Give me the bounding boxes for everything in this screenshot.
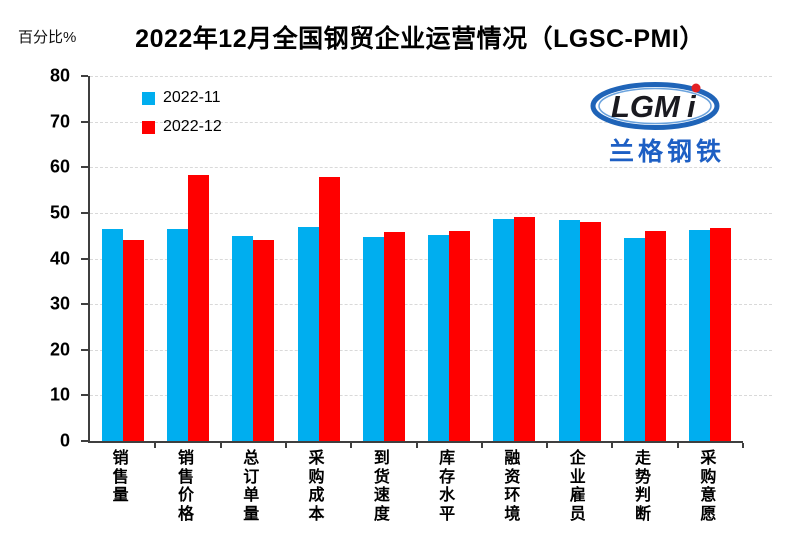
gridline-80 bbox=[90, 76, 772, 77]
logo-subtext: 兰格钢铁 bbox=[608, 138, 725, 166]
category-label-1: 销 售 量 bbox=[112, 450, 129, 505]
legend-swatch-icon bbox=[142, 120, 155, 134]
category-label-9: 走 势 判 断 bbox=[635, 450, 652, 524]
bar-2022-12-走势判断 bbox=[645, 230, 667, 441]
category-label-6: 库 存 水 平 bbox=[439, 450, 456, 524]
logo-text-i: i bbox=[687, 89, 697, 124]
y-tick-label-0: 0 bbox=[59, 430, 70, 451]
y-axis-tick bbox=[81, 394, 88, 397]
bar-group-10 bbox=[678, 76, 743, 441]
category-label-3: 总 订 单 量 bbox=[243, 450, 260, 524]
y-tick-label-80: 80 bbox=[49, 65, 70, 86]
y-tick-label-60: 60 bbox=[49, 156, 70, 177]
legend-label: 2022-11 bbox=[163, 89, 221, 106]
x-axis-tick bbox=[350, 443, 353, 448]
x-axis-tick bbox=[154, 443, 157, 448]
y-axis-tick-labels: 0 10 20 30 40 50 60 70 80 bbox=[0, 66, 70, 451]
bar-group-8 bbox=[547, 76, 612, 441]
y-axis-unit-label: 百分比% bbox=[18, 29, 77, 46]
category-label-7: 融 资 环 境 bbox=[504, 450, 521, 524]
y-tick-label-50: 50 bbox=[49, 202, 70, 223]
bar-group-4 bbox=[286, 76, 351, 441]
bar-2022-11-走势判断 bbox=[624, 237, 646, 441]
bar-2022-12-融资环境 bbox=[514, 217, 536, 441]
bar-2022-11-融资环境 bbox=[493, 219, 515, 441]
legend: 2022-11 2022-12 bbox=[142, 90, 222, 135]
y-tick-label-20: 20 bbox=[49, 339, 70, 360]
gridline-60 bbox=[90, 167, 772, 169]
lgmi-logo-graphic: LGM i bbox=[590, 82, 720, 130]
category-labels: 销 售 量销 售 价 格总 订 单 量采 购 成 本到 货 速 度库 存 水 平… bbox=[88, 450, 741, 525]
bar-2022-11-库存水平 bbox=[428, 234, 450, 441]
bar-2022-12-到货速度 bbox=[383, 231, 405, 441]
x-axis-tick bbox=[546, 443, 549, 448]
category-label-5: 到 货 速 度 bbox=[373, 450, 390, 524]
bar-group-5 bbox=[351, 76, 416, 441]
y-axis-tick bbox=[81, 348, 88, 351]
category-label-4: 采 购 成 本 bbox=[308, 450, 325, 524]
x-axis-tick bbox=[676, 443, 679, 448]
gridline-70 bbox=[90, 121, 772, 123]
bar-2022-11-企业雇员 bbox=[558, 220, 580, 441]
bar-group-7 bbox=[482, 76, 547, 441]
gridline-50 bbox=[90, 212, 772, 214]
y-axis-tick bbox=[81, 75, 88, 77]
bar-2022-12-采购意愿 bbox=[710, 228, 732, 441]
y-axis-tick bbox=[81, 166, 88, 169]
x-axis-tick bbox=[284, 443, 287, 448]
y-axis-tick bbox=[81, 303, 88, 306]
logo-ellipse bbox=[590, 82, 720, 130]
chart-title: 2022年12月全国钢贸企业运营情况（LGSC-PMI） bbox=[135, 25, 705, 53]
legend-item-2022-12: 2022-12 bbox=[142, 119, 222, 135]
legend-item-2022-11: 2022-11 bbox=[142, 90, 222, 106]
y-tick-label-30: 30 bbox=[49, 293, 70, 314]
y-axis-tick bbox=[81, 120, 88, 123]
bar-2022-12-销售量 bbox=[122, 239, 144, 441]
bar-group-2 bbox=[155, 76, 220, 441]
bar-2022-11-采购成本 bbox=[297, 227, 319, 441]
y-tick-label-70: 70 bbox=[49, 111, 70, 132]
bar-group-6 bbox=[416, 76, 481, 441]
bar-group-9 bbox=[612, 76, 677, 441]
y-tick-label-40: 40 bbox=[49, 248, 70, 268]
x-axis-tick bbox=[219, 443, 222, 448]
x-axis-tick bbox=[742, 443, 744, 448]
bar-2022-11-总订单量 bbox=[232, 235, 254, 441]
bar-group-3 bbox=[221, 76, 286, 441]
bar-2022-12-总订单量 bbox=[253, 240, 275, 441]
bar-2022-12-库存水平 bbox=[449, 231, 471, 441]
logo-ellipse-inner bbox=[598, 87, 712, 125]
bar-2022-12-采购成本 bbox=[318, 177, 340, 441]
category-label-2: 销 售 价 格 bbox=[177, 450, 194, 524]
bar-2022-12-销售价格 bbox=[187, 175, 209, 441]
legend-label: 2022-12 bbox=[163, 118, 222, 135]
x-axis-tick bbox=[480, 443, 483, 448]
x-axis-tick bbox=[611, 443, 614, 448]
bar-2022-11-采购意愿 bbox=[689, 230, 711, 441]
x-axis-tick bbox=[415, 443, 418, 448]
logo-i-dot-icon bbox=[691, 83, 701, 93]
bars-layer bbox=[90, 76, 743, 441]
logo-text-lgm: LGM bbox=[611, 89, 681, 124]
y-tick-label-10: 10 bbox=[49, 384, 70, 405]
category-label-10: 采 购 意 愿 bbox=[700, 450, 717, 524]
y-axis-tick bbox=[81, 440, 88, 442]
logo: LGM i 兰格钢铁 bbox=[588, 76, 746, 168]
legend-swatch-icon bbox=[142, 91, 155, 105]
y-axis-tick bbox=[81, 257, 88, 260]
plot-area: 2022-11 2022-12 LGM i 兰格钢铁 bbox=[81, 75, 772, 448]
bar-2022-11-销售量 bbox=[101, 229, 123, 441]
y-axis-tick bbox=[81, 211, 88, 214]
category-label-8: 企 业 雇 员 bbox=[569, 450, 586, 524]
bar-2022-12-企业雇员 bbox=[579, 222, 601, 441]
bar-2022-11-到货速度 bbox=[362, 236, 384, 441]
bar-2022-11-销售价格 bbox=[166, 229, 188, 441]
bar-group-1 bbox=[90, 76, 155, 441]
